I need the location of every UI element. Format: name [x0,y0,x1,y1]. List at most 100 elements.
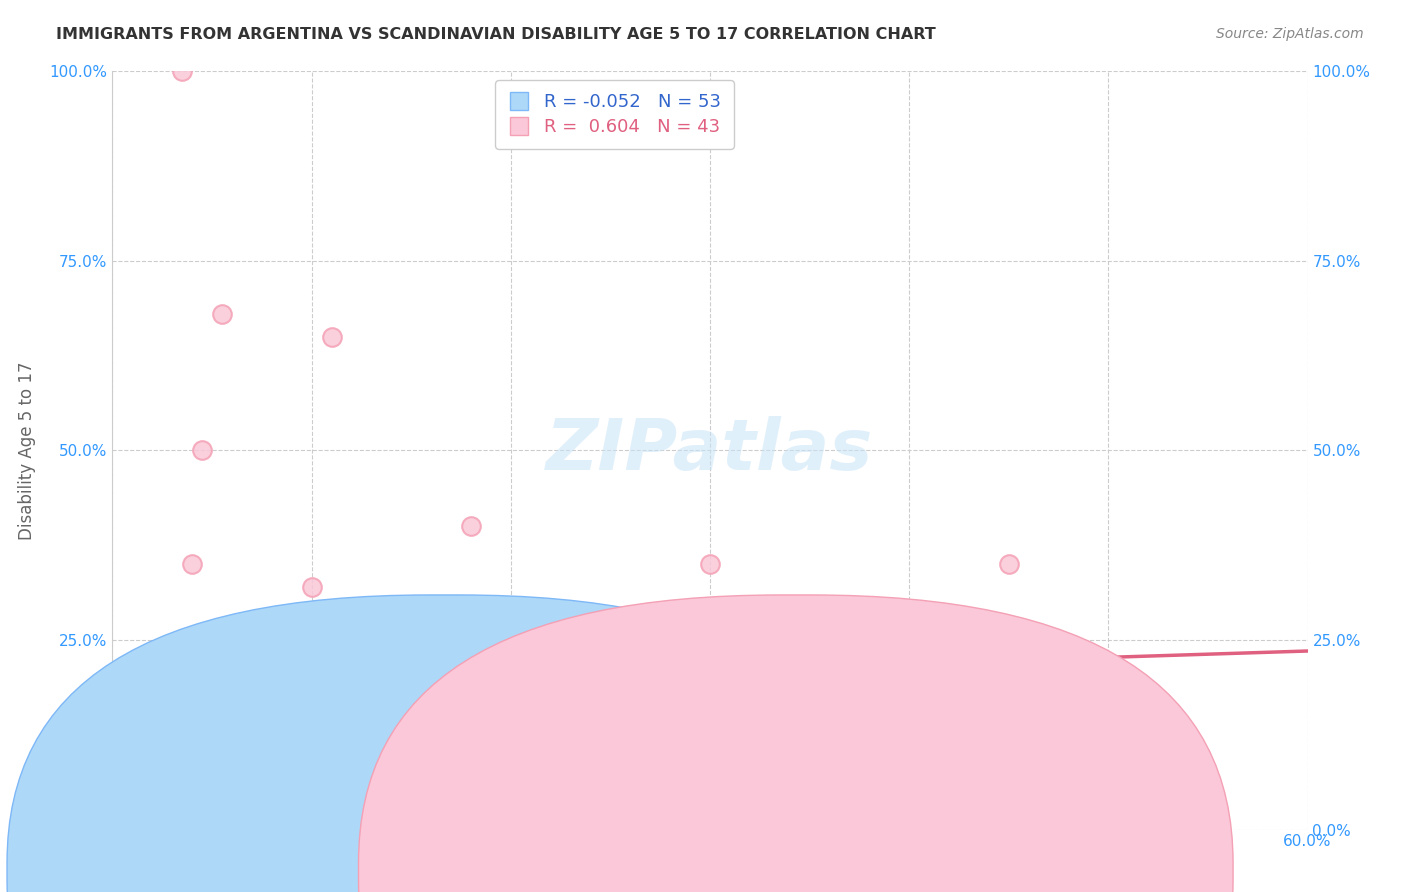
Text: Scandinavians: Scandinavians [831,857,941,872]
Point [281,811,304,825]
Point [131,777,153,791]
Point [134,804,156,818]
Point [157,708,180,723]
Point [321,815,343,830]
Point [1097,821,1119,835]
Point [141,792,163,806]
Point [121,800,143,814]
Point [211,307,233,321]
Point [401,686,423,700]
Text: Source: ZipAtlas.com: Source: ZipAtlas.com [1216,27,1364,41]
Point [240,807,263,822]
Point [107,811,129,825]
Point [799,819,821,833]
Point [250,815,273,830]
Point [205,755,228,769]
Point [121,815,143,830]
Point [163,811,186,825]
Legend: R = -0.052   N = 53, R =  0.604   N = 43: R = -0.052 N = 53, R = 0.604 N = 43 [495,80,734,149]
Point [330,762,353,776]
Point [240,656,263,670]
Point [186,807,208,822]
Point [149,780,172,795]
Point [799,747,821,761]
Point [360,769,382,784]
Point [250,716,273,731]
Point [150,815,173,830]
Point [380,625,402,640]
Point [143,811,166,825]
Point [211,724,233,739]
Point [172,64,194,78]
Text: IMMIGRANTS FROM ARGENTINA VS SCANDINAVIAN DISABILITY AGE 5 TO 17 CORRELATION CHA: IMMIGRANTS FROM ARGENTINA VS SCANDINAVIA… [56,27,936,42]
Point [301,807,323,822]
Point [401,777,423,791]
Point [270,755,292,769]
Point [281,701,304,715]
Point [301,580,323,594]
Point [124,785,146,799]
Point [191,443,214,458]
Point [191,811,214,825]
Point [579,747,602,761]
Point [420,807,443,822]
Point [129,811,152,825]
Point [125,807,148,822]
Point [938,819,960,833]
Point [998,557,1021,572]
Point [420,656,443,670]
Point [105,796,128,810]
Point [321,330,343,344]
Point [103,807,125,822]
Point [172,800,194,814]
Point [138,815,160,830]
Point [599,815,621,830]
Point [157,807,180,822]
Point [360,716,382,731]
Text: ZIPatlas: ZIPatlas [547,416,873,485]
Point [201,800,224,814]
Point [111,792,134,806]
Point [260,610,283,624]
Point [499,815,522,830]
Point [115,804,138,818]
Point [619,762,641,776]
Point [131,800,153,814]
Point [167,804,190,818]
Y-axis label: Disability Age 5 to 17: Disability Age 5 to 17 [18,361,35,540]
Point [148,804,170,818]
Point [139,807,162,822]
Point [135,796,157,810]
Point [260,804,283,818]
Point [301,739,323,753]
Point [440,731,463,746]
Point [117,815,139,830]
Point [111,811,134,825]
Point [540,819,562,833]
Point [201,762,224,776]
Point [181,557,204,572]
Point [340,694,363,708]
Point [150,804,173,818]
Point [699,557,721,572]
Point [460,519,482,533]
Point [221,811,243,825]
Point [117,807,139,822]
Point [141,792,163,806]
Point [155,796,177,810]
Point [380,815,402,830]
Point [145,800,167,814]
Point [221,777,243,791]
Point [162,792,183,806]
Point [172,785,194,799]
Point [659,819,682,833]
Point [231,796,253,810]
Point [221,686,243,700]
Point [174,815,197,830]
Point [181,789,204,803]
Point [211,807,233,822]
Point [127,789,149,803]
Point [499,708,522,723]
Point [340,811,363,825]
Text: Immigrants from Argentina: Immigrants from Argentina [458,857,666,872]
